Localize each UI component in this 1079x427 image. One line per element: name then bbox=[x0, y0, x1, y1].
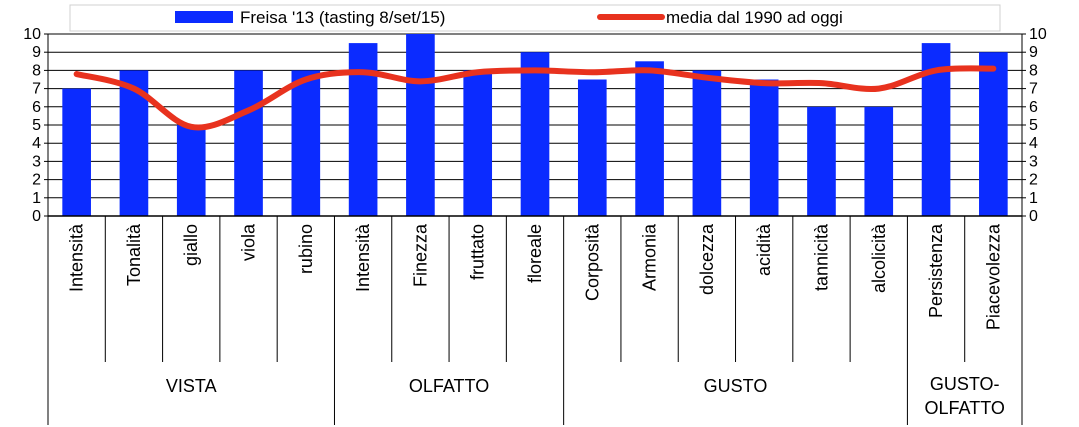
bar bbox=[520, 52, 550, 217]
bar bbox=[348, 43, 378, 216]
y-tick-label-right: 5 bbox=[1029, 117, 1038, 134]
y-tick-label-left: 8 bbox=[32, 62, 41, 79]
category-label: Persistenza bbox=[926, 223, 946, 318]
group-label: GUSTO bbox=[704, 376, 768, 396]
y-tick-label-right: 7 bbox=[1029, 81, 1038, 98]
category-label: viola bbox=[239, 223, 259, 261]
y-tick-label-right: 6 bbox=[1029, 99, 1038, 116]
category-label: Piacevolezza bbox=[983, 223, 1003, 330]
bar bbox=[635, 61, 664, 216]
category-label: Tonalità bbox=[124, 223, 144, 286]
category-labels: Intensità Tonalità giallo viola rubino Intens… bbox=[47, 216, 1023, 362]
category-label: tannicità bbox=[811, 223, 831, 291]
legend-bar-label: Freisa '13 (tasting 8/set/15) bbox=[240, 8, 445, 27]
bar bbox=[807, 106, 836, 216]
y-tick-label-left: 4 bbox=[32, 135, 41, 152]
bar bbox=[291, 70, 321, 217]
group-label: VISTA bbox=[166, 376, 217, 396]
bar bbox=[749, 79, 779, 216]
bar bbox=[234, 70, 263, 217]
y-tick-label-left: 2 bbox=[32, 172, 41, 189]
bar bbox=[979, 52, 1008, 217]
category-label: Corposità bbox=[582, 223, 602, 301]
category-label: dolcezza bbox=[697, 223, 717, 295]
bar bbox=[406, 34, 435, 216]
bar bbox=[864, 106, 894, 216]
y-tick-label-left: 5 bbox=[32, 117, 41, 134]
y-tick-label-left: 0 bbox=[32, 208, 41, 225]
group-label: GUSTO-OLFATTO bbox=[925, 374, 1005, 418]
y-tick-label-right: 10 bbox=[1029, 26, 1047, 43]
bar bbox=[577, 79, 607, 216]
category-label: fruttato bbox=[468, 224, 488, 280]
y-tick-label-right: 4 bbox=[1029, 135, 1038, 152]
category-label: floreale bbox=[525, 224, 545, 283]
legend: Freisa '13 (tasting 8/set/15) media dal … bbox=[69, 4, 1001, 32]
group-label: OLFATTO bbox=[409, 376, 489, 396]
category-label: Intensità bbox=[353, 223, 373, 292]
bar bbox=[176, 125, 206, 216]
y-tick-label-left: 1 bbox=[32, 190, 41, 207]
bar bbox=[692, 70, 722, 217]
category-label: Finezza bbox=[410, 223, 430, 287]
category-label: Armonia bbox=[640, 223, 660, 291]
y-tick-label-left: 10 bbox=[23, 26, 41, 43]
y-tick-label-left: 9 bbox=[32, 44, 41, 61]
y-tick-label-right: 8 bbox=[1029, 62, 1038, 79]
category-label: Intensità bbox=[67, 223, 87, 292]
y-tick-label-right: 9 bbox=[1029, 44, 1038, 61]
average-line-path bbox=[73, 65, 997, 131]
bar bbox=[463, 70, 493, 217]
legend-bar-swatch bbox=[175, 11, 233, 23]
category-label: acidità bbox=[754, 223, 774, 276]
y-tick-label-right: 0 bbox=[1029, 208, 1038, 225]
legend-line-label: media dal 1990 ad oggi bbox=[666, 8, 843, 27]
average-line bbox=[73, 65, 997, 131]
category-label: alcolicità bbox=[869, 223, 889, 293]
y-tick-label-right: 2 bbox=[1029, 172, 1038, 189]
y-tick-label-right: 3 bbox=[1029, 153, 1038, 170]
bar bbox=[62, 88, 91, 216]
axes: 0 01 12 23 34 45 56 67 78 89 910 10 bbox=[23, 26, 1047, 225]
bars bbox=[62, 34, 1008, 217]
category-label: giallo bbox=[181, 224, 201, 266]
y-tick-label-left: 6 bbox=[32, 99, 41, 116]
y-tick-label-left: 7 bbox=[32, 81, 41, 98]
category-label: rubino bbox=[296, 224, 316, 274]
group-labels: VISTA OLFATTO GUSTO GUSTO-OLFATTO bbox=[47, 362, 1023, 425]
y-tick-label-right: 1 bbox=[1029, 190, 1038, 207]
y-tick-label-left: 3 bbox=[32, 153, 41, 170]
